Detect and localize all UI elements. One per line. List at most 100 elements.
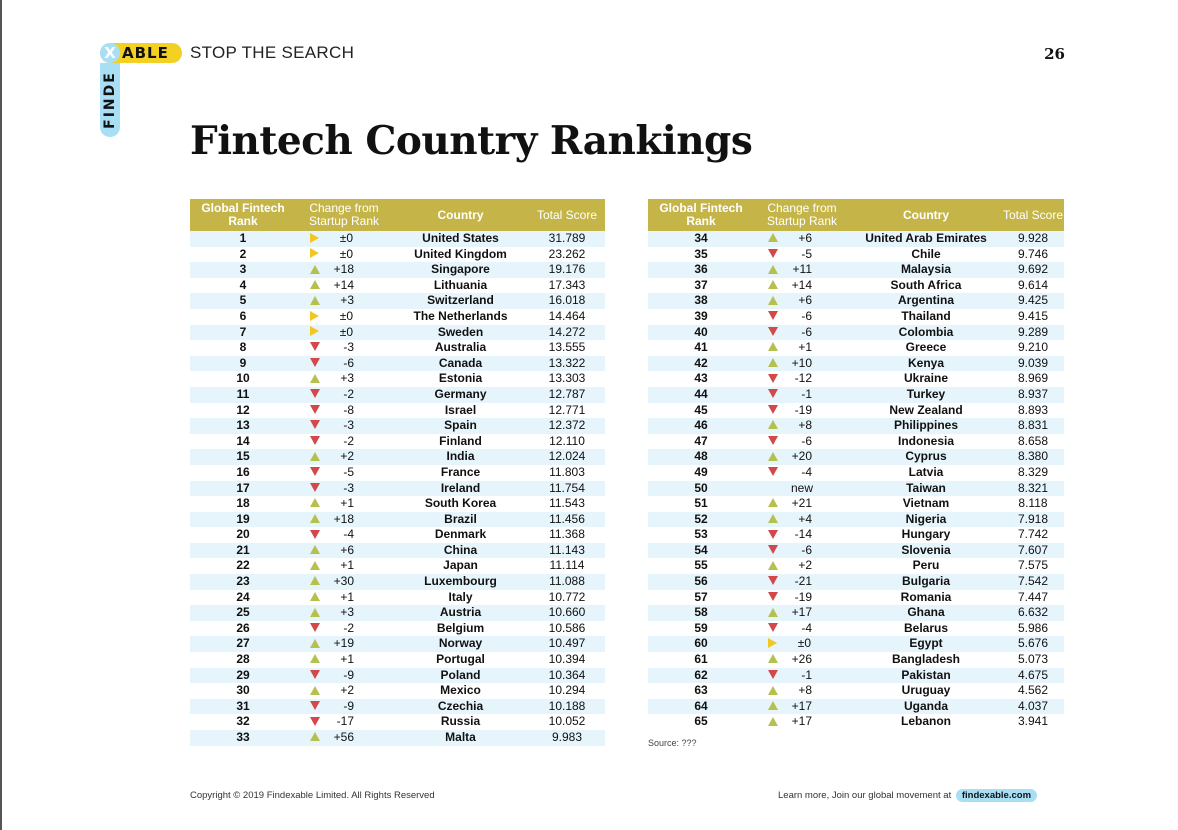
country-cell: Singapore [392, 262, 529, 278]
change-cell: +1 [296, 589, 392, 606]
triangle-up-icon [768, 685, 778, 695]
change-cell: -9 [296, 698, 392, 715]
table-row: 39 -6 Thailand 9.415 [648, 308, 1064, 325]
score-cell: 9.983 [529, 730, 605, 746]
table-row: 57 -19 Romania 7.447 [648, 589, 1064, 606]
score-cell: 12.771 [529, 402, 605, 419]
score-cell: 11.543 [529, 496, 605, 512]
score-cell: 11.114 [529, 558, 605, 575]
table-row: 12 -8 Israel 12.771 [190, 402, 605, 419]
change-value: -4 [343, 527, 354, 542]
findexable-link[interactable]: findexable.com [955, 789, 1038, 802]
change-cell: +1 [296, 558, 392, 575]
country-cell: Czechia [392, 698, 529, 715]
table-row: 4 +14 Lithuania 17.343 [190, 277, 605, 294]
rank-cell: 13 [190, 418, 296, 434]
country-cell: Thailand [850, 308, 1002, 325]
change-cell: +17 [754, 714, 850, 730]
country-cell: Luxembourg [392, 574, 529, 590]
country-cell: Bulgaria [850, 574, 1002, 590]
change-cell: -4 [754, 464, 850, 481]
triangle-down-icon [310, 482, 320, 492]
table-row: 34 +6 United Arab Emirates 9.928 [648, 231, 1064, 247]
country-cell: The Netherlands [392, 308, 529, 325]
country-column-header: Country [392, 199, 529, 231]
triangle-down-icon [310, 342, 320, 352]
score-cell: 7.575 [1002, 558, 1064, 575]
change-value: +14 [333, 277, 354, 292]
change-cell: ±0 [754, 636, 850, 653]
rank-cell: 6 [190, 308, 296, 325]
country-cell: Romania [850, 589, 1002, 606]
triangle-down-icon [310, 436, 320, 446]
change-value: -2 [343, 620, 354, 635]
score-cell: 8.969 [1002, 371, 1064, 387]
score-cell: 8.118 [1002, 496, 1064, 512]
change-cell: -21 [754, 574, 850, 590]
change-value: +2 [340, 683, 354, 698]
rank-cell: 23 [190, 574, 296, 590]
rank-cell: 64 [648, 698, 754, 715]
change-cell: +18 [296, 511, 392, 528]
country-cell: South Africa [850, 277, 1002, 294]
score-cell: 23.262 [529, 246, 605, 263]
rank-cell: 41 [648, 340, 754, 356]
logo-side-text: FINDE [102, 71, 118, 129]
triangle-down-icon [310, 669, 320, 679]
triangle-up-icon [768, 295, 778, 305]
change-cell: -19 [754, 589, 850, 606]
triangle-up-icon [310, 607, 320, 617]
triangle-down-icon [768, 326, 778, 336]
triangle-down-icon [768, 248, 778, 258]
score-cell: 9.289 [1002, 324, 1064, 341]
change-value: +30 [333, 574, 354, 589]
change-value: +8 [798, 418, 812, 433]
change-cell: -14 [754, 527, 850, 543]
table-header-row: Global Fintech Rank Change from Startup … [190, 199, 605, 231]
table-row: 37 +14 South Africa 9.614 [648, 277, 1064, 294]
triangle-up-icon [310, 545, 320, 555]
table-row: 3 +18 Singapore 19.176 [190, 262, 605, 278]
rank-cell: 40 [648, 324, 754, 341]
rank-cell: 7 [190, 324, 296, 341]
score-cell: 7.918 [1002, 511, 1064, 528]
country-cell: Indonesia [850, 433, 1002, 450]
change-value: +1 [340, 558, 354, 573]
country-cell: India [392, 449, 529, 465]
change-cell: +21 [754, 496, 850, 512]
triangle-down-icon [310, 404, 320, 414]
table-row: 18 +1 South Korea 11.543 [190, 496, 605, 512]
change-cell: +6 [754, 293, 850, 309]
change-cell: +3 [296, 371, 392, 387]
rank-column-header: Global Fintech Rank [190, 199, 296, 231]
triangle-down-icon [310, 529, 320, 539]
change-cell: -6 [754, 542, 850, 559]
change-value: -21 [794, 574, 812, 589]
table-row: 64 +17 Uganda 4.037 [648, 698, 1064, 715]
change-value: -5 [801, 246, 812, 261]
change-value: -3 [343, 480, 354, 495]
score-cell: 9.425 [1002, 293, 1064, 309]
change-value: +11 [792, 262, 812, 277]
change-cell: -5 [296, 464, 392, 481]
score-cell: 10.660 [529, 605, 605, 621]
country-cell: Philippines [850, 418, 1002, 434]
rank-cell: 27 [190, 636, 296, 653]
country-cell: Turkey [850, 386, 1002, 403]
rank-cell: 36 [648, 262, 754, 278]
triangle-up-icon [310, 732, 320, 742]
change-value: +8 [798, 683, 812, 698]
score-cell: 10.294 [529, 683, 605, 699]
country-cell: Peru [850, 558, 1002, 575]
table-row: 59 -4 Belarus 5.986 [648, 620, 1064, 637]
country-column-header: Country [850, 199, 1002, 231]
country-cell: Malaysia [850, 262, 1002, 278]
country-cell: Sweden [392, 324, 529, 341]
country-cell: Pakistan [850, 667, 1002, 684]
score-cell: 5.073 [1002, 652, 1064, 668]
change-cell: -17 [296, 714, 392, 730]
country-cell: United Arab Emirates [850, 231, 1002, 247]
rank-column-header: Global Fintech Rank [648, 199, 754, 231]
table-row: 35 -5 Chile 9.746 [648, 246, 1064, 263]
score-cell: 5.676 [1002, 636, 1064, 653]
